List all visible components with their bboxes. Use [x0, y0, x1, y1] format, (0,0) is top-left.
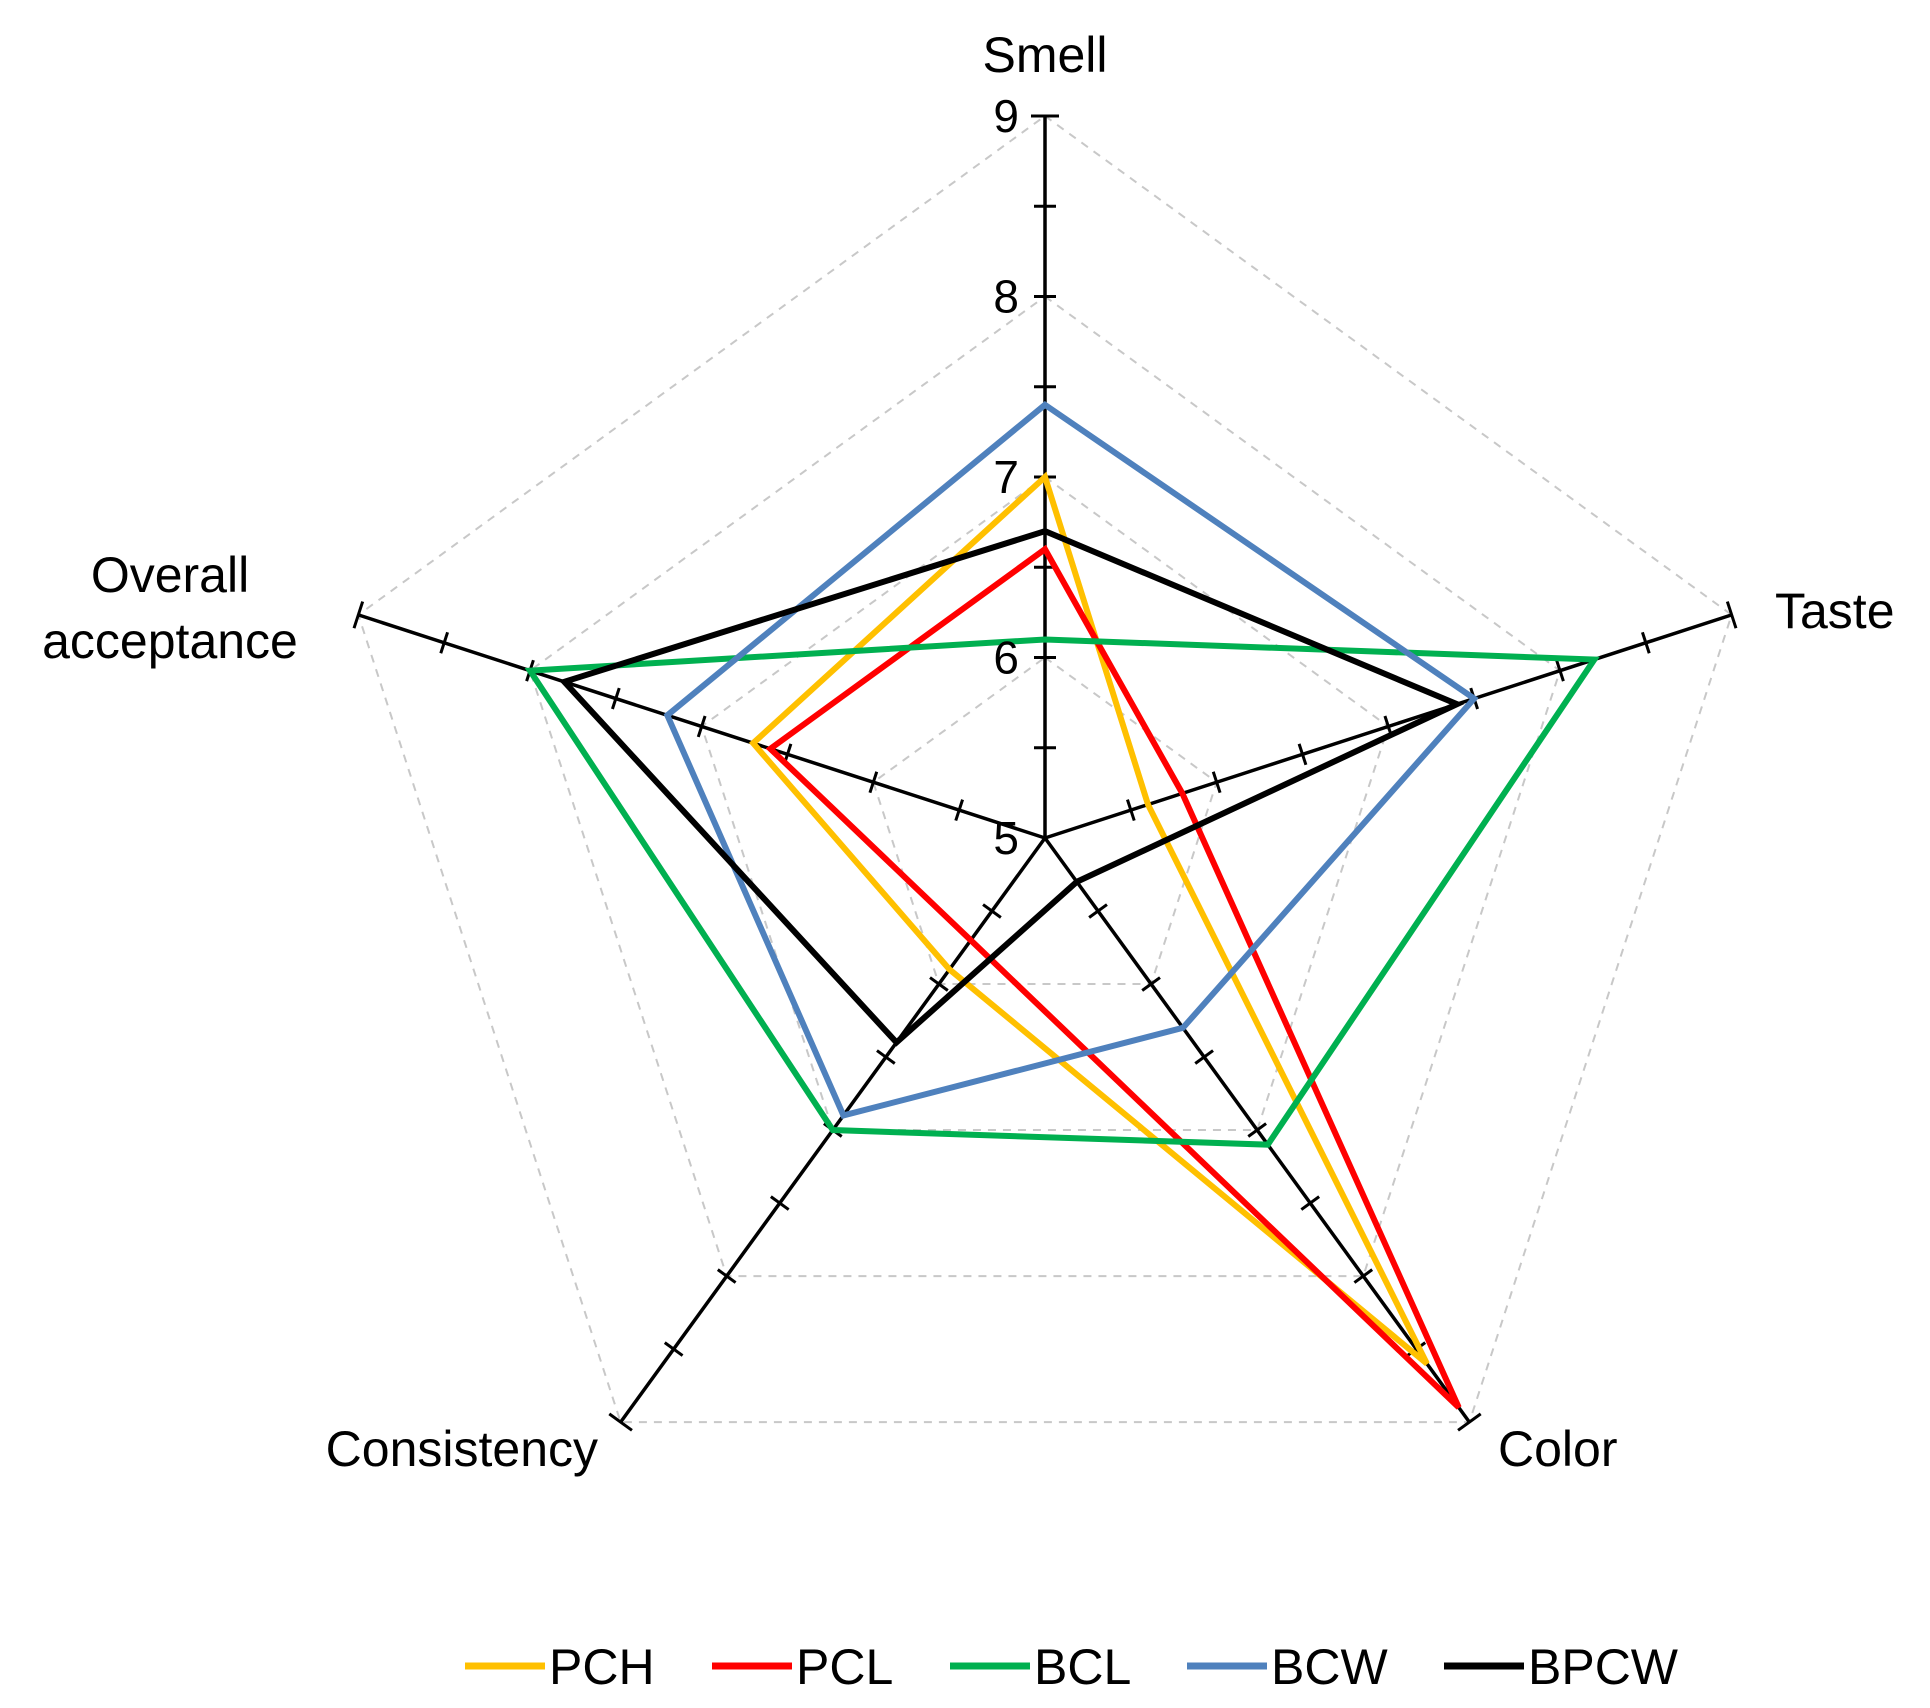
legend-label-bcl: BCL	[1034, 1639, 1131, 1695]
axis-tick	[954, 799, 964, 822]
axis-tick	[1088, 903, 1108, 919]
series-layer	[524, 401, 1600, 1410]
axis-label-line: acceptance	[42, 613, 298, 669]
legend-entry-bcl: BCL	[950, 1639, 1131, 1695]
axis-tick	[1247, 1122, 1267, 1138]
tick-label-7: 7	[993, 451, 1019, 503]
axis-tick	[1194, 1049, 1214, 1065]
tick-label-6: 6	[993, 632, 1019, 684]
axis-label-line: Color	[1498, 1421, 1617, 1477]
legend-entry-pch: PCH	[465, 1639, 655, 1695]
legend-label-bpcw: BPCW	[1528, 1639, 1679, 1695]
axis-tick	[1141, 976, 1161, 992]
axis-label-color: Color	[1498, 1421, 1617, 1477]
axis-tick	[1211, 771, 1222, 794]
axis-label-line: Overall	[91, 547, 249, 603]
label-layer: 5 6 7 8 9 Smell Taste Color Consistency Overall ac…	[42, 27, 1894, 1477]
axis-tick	[1297, 743, 1308, 766]
gridline-6	[872, 656, 1218, 986]
axis-tick	[696, 715, 707, 738]
axis-label-line: Taste	[1775, 583, 1895, 639]
legend-entry-bpcw: BPCW	[1444, 1639, 1679, 1695]
series-pch	[748, 471, 1430, 1367]
series-pcl	[765, 544, 1462, 1410]
legend-entry-bcw: BCW	[1187, 1639, 1388, 1695]
gridline-8	[528, 295, 1562, 1278]
axis-tick	[1725, 601, 1738, 629]
axis-label-smell: Smell	[982, 27, 1107, 83]
legend-label-pcl: PCL	[796, 1639, 893, 1695]
axis-tick	[982, 903, 1002, 919]
axis-tick	[716, 1268, 737, 1284]
axis-label-line: Smell	[982, 27, 1107, 83]
axis-label-taste: Taste	[1775, 583, 1895, 639]
grid-layer	[357, 114, 1733, 1424]
axis-label-line: Consistency	[326, 1421, 598, 1477]
axis-label-consistency: Consistency	[326, 1421, 598, 1477]
series-bpcw	[558, 527, 1465, 1047]
axis-tick	[876, 1049, 896, 1065]
axis-tick	[439, 631, 449, 654]
axis-tick	[352, 601, 365, 629]
axis-layer	[352, 114, 1738, 1432]
axis-tick	[1457, 1412, 1482, 1432]
axis-tick	[611, 687, 621, 710]
axis-label-overall-acceptance: Overall acceptance	[42, 547, 298, 669]
series-bcw	[663, 401, 1479, 1119]
axis-tick	[929, 976, 949, 992]
tick-label-8: 8	[993, 271, 1019, 323]
legend-label-pch: PCH	[549, 1639, 655, 1695]
legend-label-bcw: BCW	[1271, 1639, 1388, 1695]
axis-tick	[608, 1412, 633, 1432]
axis-tick	[1555, 659, 1565, 682]
tick-label-9: 9	[993, 90, 1019, 142]
axis-tick	[868, 771, 879, 794]
legend: PCH PCL BCL BCW BPCW	[465, 1639, 1679, 1695]
axis-tick	[769, 1195, 790, 1211]
gridline-9	[357, 114, 1733, 1424]
axis-tick	[1353, 1268, 1374, 1284]
axis-tick	[1641, 631, 1651, 654]
tick-label-5: 5	[993, 812, 1019, 864]
axis-tick	[1300, 1195, 1321, 1211]
legend-entry-pcl: PCL	[712, 1639, 893, 1695]
axis-tick	[1126, 799, 1136, 822]
axis-tick	[663, 1341, 684, 1357]
